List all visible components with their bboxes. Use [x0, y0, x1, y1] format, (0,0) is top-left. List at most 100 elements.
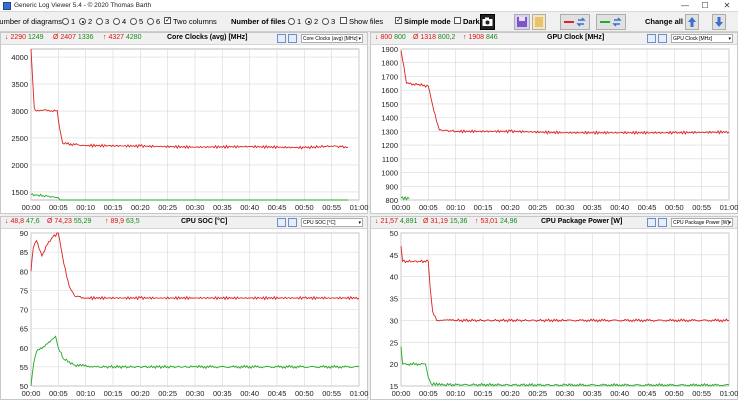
diagrams-radio-3[interactable]: [96, 18, 103, 25]
y-tick-label: 3000: [11, 107, 28, 116]
y-tick-label: 45: [390, 251, 398, 260]
stat-s1: ↓ 21,57 4,891: [375, 218, 418, 225]
folder-icon: [535, 17, 543, 27]
x-tick-label: 00:45: [638, 389, 657, 398]
diagrams-option-5: 5: [139, 17, 144, 26]
chart-title: Core Clocks (avg) [MHz]: [167, 34, 248, 41]
x-tick-label: 00:40: [610, 389, 629, 398]
series-line-1: [400, 195, 410, 201]
x-tick-label: 00:40: [240, 203, 259, 212]
simple-mode-label: Simple mode: [404, 17, 451, 26]
x-tick-label: 00:35: [213, 389, 232, 398]
screenshot-button[interactable]: [480, 14, 495, 30]
diagrams-option-3: 3: [105, 17, 110, 26]
arrow-down-icon: [715, 17, 723, 27]
files-option-1: 1: [297, 17, 302, 26]
two-columns-checkbox[interactable]: ✓: [164, 17, 171, 24]
y-tick-label: 800: [385, 196, 398, 205]
y-tick-label: 30: [390, 316, 398, 325]
diagrams-label: Number of diagrams: [0, 17, 62, 26]
stat-s1: ↓ 800 800: [375, 34, 406, 41]
x-tick-label: 00:05: [49, 389, 68, 398]
chart-up-button[interactable]: [647, 34, 656, 43]
y-tick-label: 1600: [381, 86, 398, 95]
metric-select[interactable]: Core Clocks (avg) [MHz] ▾: [301, 34, 363, 43]
diagrams-radio-4[interactable]: [113, 18, 120, 25]
diagrams-radio-2[interactable]: [79, 18, 86, 25]
x-tick-label: 00:25: [528, 389, 547, 398]
metric-select[interactable]: GPU Clock [MHz] ▾: [671, 34, 733, 43]
series-line-0: [400, 50, 730, 136]
y-tick-label: 85: [20, 248, 28, 257]
minimize-button[interactable]: —: [681, 1, 689, 10]
x-tick-label: 00:05: [49, 203, 68, 212]
x-tick-label: 00:10: [76, 203, 95, 212]
move-up-all-button[interactable]: [685, 14, 699, 30]
y-tick-label: 1400: [381, 114, 398, 123]
window-titlebar: Generic Log Viewer 5.4 - © 2020 Thomas B…: [0, 0, 738, 12]
series-line-0: [30, 232, 360, 301]
metric-select[interactable]: CPU Package Power [W] ▾: [671, 218, 733, 227]
chart-header: ↓ 800 800 Ø 1318 800,2 ↑ 1908 846 GPU Cl…: [371, 33, 737, 45]
dark-checkbox[interactable]: [454, 17, 461, 24]
diagrams-radio-6[interactable]: [147, 18, 154, 25]
files-radio-3[interactable]: [322, 18, 329, 25]
chart-up-button[interactable]: [647, 218, 656, 227]
x-tick-label: 00:55: [692, 203, 711, 212]
y-tick-label: 1200: [381, 141, 398, 150]
y-tick-label: 1500: [11, 188, 28, 197]
x-tick-label: 00:15: [104, 389, 123, 398]
y-tick-label: 3500: [11, 80, 28, 89]
files-radio-1[interactable]: [288, 18, 295, 25]
files-option-3: 3: [331, 17, 336, 26]
close-button[interactable]: ✕: [723, 1, 731, 10]
y-tick-label: 2000: [11, 161, 28, 170]
swap-green-button[interactable]: [596, 14, 626, 30]
y-tick-label: 1800: [381, 59, 398, 68]
show-files-checkbox[interactable]: [340, 17, 347, 24]
x-tick-label: 00:05: [419, 203, 438, 212]
series-line-1: [30, 335, 360, 387]
stat-s3: ↑ 1908 846: [463, 34, 498, 41]
x-tick-label: 00:15: [474, 389, 493, 398]
chart-up-button[interactable]: [277, 218, 286, 227]
x-tick-label: 00:45: [638, 203, 657, 212]
x-tick-label: 00:10: [446, 389, 465, 398]
diagrams-radio-5[interactable]: [130, 18, 137, 25]
window-title: Generic Log Viewer 5.4 - © 2020 Thomas B…: [14, 2, 152, 9]
open-file-button[interactable]: [532, 14, 546, 30]
x-tick-label: 00:50: [665, 389, 684, 398]
chart-up-button[interactable]: [277, 34, 286, 43]
swap-red-button[interactable]: [560, 14, 590, 30]
maximize-button[interactable]: ☐: [701, 1, 709, 10]
x-tick-label: 00:55: [322, 389, 341, 398]
simple-mode-checkbox[interactable]: ✓: [395, 17, 402, 24]
chart-title: CPU Package Power [W]: [541, 218, 623, 225]
y-tick-label: 900: [385, 182, 398, 191]
x-tick-label: 00:25: [528, 203, 547, 212]
x-tick-label: 01:00: [720, 203, 738, 212]
x-tick-label: 00:50: [665, 203, 684, 212]
y-tick-label: 50: [20, 382, 28, 391]
diagrams-radio-1[interactable]: [62, 18, 69, 25]
files-radio-2[interactable]: [305, 18, 312, 25]
gridlines: [30, 232, 360, 387]
chart-down-button[interactable]: [288, 218, 297, 227]
series-line-1: [400, 346, 730, 387]
metric-select[interactable]: CPU SOC [°C] ▾: [301, 218, 363, 227]
x-tick-label: 00:20: [501, 389, 520, 398]
chart-header: ↓ 48,8 47,6 Ø 74,23 55,29 ↑ 89,9 63,5 CP…: [1, 217, 367, 229]
stat-s2: Ø 74,23 55,29: [47, 218, 92, 225]
x-tick-label: 00:35: [583, 203, 602, 212]
save-button[interactable]: [514, 14, 530, 30]
chart-panel-cpu-package-power: ↓ 21,57 4,891 Ø 31,19 15,36 ↑ 53,01 24,9…: [370, 216, 738, 400]
chart-down-button[interactable]: [288, 34, 297, 43]
y-tick-label: 40: [390, 273, 398, 282]
x-tick-label: 01:00: [350, 389, 369, 398]
chart-plot: 00:00 00:05 00:10 00:15 00:20 00:25 00:30 00:35…: [20, 229, 369, 398]
x-tick-label: 00:15: [474, 203, 493, 212]
chart-down-button[interactable]: [658, 34, 667, 43]
stat-s3: ↑ 89,9 63,5: [105, 218, 140, 225]
move-down-all-button[interactable]: [712, 14, 726, 30]
chart-down-button[interactable]: [658, 218, 667, 227]
